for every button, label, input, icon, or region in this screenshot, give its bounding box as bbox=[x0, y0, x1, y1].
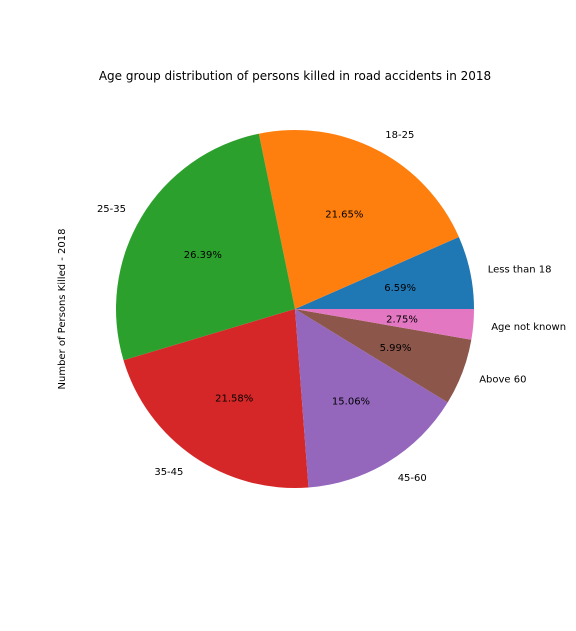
pie-slice-above-60 bbox=[295, 309, 472, 403]
slice-label-above-60: Above 60 bbox=[479, 375, 526, 386]
slice-label-less-than-18: Less than 18 bbox=[488, 265, 552, 276]
slice-label-25-35: 25-35 bbox=[97, 204, 126, 215]
slice-label-18-25: 18-25 bbox=[385, 130, 414, 141]
slice-percent-25-35: 26.39% bbox=[184, 250, 222, 261]
slice-label-age-not-known: Age not known bbox=[491, 322, 566, 333]
slice-label-45-60: 45-60 bbox=[398, 473, 427, 484]
pie-slices bbox=[115, 129, 474, 489]
chart-title: Age group distribution of persons killed… bbox=[99, 69, 491, 83]
pie-slice-35-45 bbox=[123, 309, 309, 489]
slice-percent-age-not-known: 2.75% bbox=[386, 314, 418, 325]
slice-percent-45-60: 15.06% bbox=[332, 397, 370, 408]
y-axis-label: Number of Persons Killed - 2018 bbox=[57, 229, 68, 390]
pie-slice-18-25 bbox=[258, 129, 459, 309]
slice-percent-35-45: 21.58% bbox=[215, 394, 253, 405]
slice-percent-above-60: 5.99% bbox=[380, 343, 412, 354]
slice-percent-less-than-18: 6.59% bbox=[384, 283, 416, 294]
pie-labels: Less than 18 6.59% 18-25 21.65% 25-35 26.39% 3… bbox=[97, 130, 566, 484]
slice-label-35-45: 35-45 bbox=[154, 467, 183, 478]
slice-percent-18-25: 21.65% bbox=[325, 210, 363, 221]
pie-slice-25-35 bbox=[115, 133, 296, 361]
pie-slice-45-60 bbox=[295, 309, 448, 488]
pie-slice-age-not-known bbox=[295, 309, 474, 340]
pie-slice-less-than-18 bbox=[295, 236, 474, 309]
